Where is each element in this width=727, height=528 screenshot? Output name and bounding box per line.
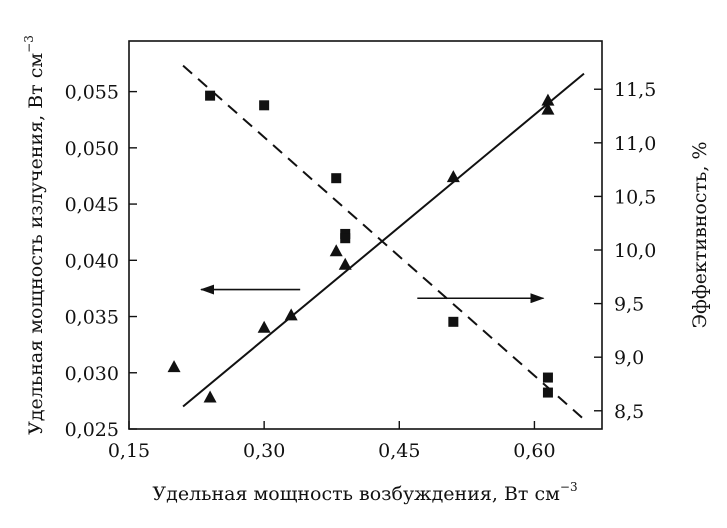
square-marker — [331, 173, 342, 184]
triangle-marker — [284, 308, 298, 321]
y-tick-label: 0,030 — [65, 363, 119, 385]
y-tick-label: 0,050 — [65, 138, 119, 160]
triangle-marker — [446, 170, 460, 183]
y2-tick-label: 8,5 — [614, 401, 644, 423]
axis-arrows — [200, 284, 545, 304]
y2-tick-label: 11,5 — [614, 79, 656, 101]
fit-lines — [182, 64, 585, 421]
y2-axis-title: Эффективность, % — [689, 141, 711, 328]
right-y-axis-ticks: 8,5 9,0 9,5 10,0 10,5 11,0 11,5 — [594, 79, 656, 423]
triangle-marker — [541, 93, 555, 106]
square-marker — [542, 372, 553, 383]
x-axis-ticks: 0,15 0,30 0,45 0,60 — [108, 421, 556, 462]
y2-tick-label: 10,0 — [614, 240, 656, 262]
left-y-axis-ticks: 0,025 0,030 0,035 0,040 0,045 0,050 0,055 — [65, 82, 137, 441]
x-tick-label: 0,30 — [243, 440, 285, 462]
x-axis-title-sup: −3 — [560, 480, 578, 494]
triangle-marker — [541, 102, 555, 115]
y2-tick-label: 10,5 — [614, 186, 656, 208]
y-tick-label: 0,055 — [65, 82, 119, 104]
x-axis-title-text: Удельная мощность возбуждения, Вт см — [152, 483, 560, 505]
x-tick-label: 0,15 — [108, 440, 150, 462]
x-tick-label: 0,60 — [513, 440, 555, 462]
square-marker — [205, 90, 216, 101]
triangle-marker — [167, 360, 181, 373]
data-markers — [167, 90, 555, 403]
y2-tick-label: 11,0 — [614, 133, 656, 155]
y-tick-label: 0,045 — [65, 194, 119, 216]
square-marker — [448, 316, 459, 327]
y-tick-label: 0,040 — [65, 250, 119, 272]
y-axis-title-text: Удельная мощность излучения, Вт см — [25, 53, 47, 435]
square-marker — [340, 233, 351, 244]
triangle-marker — [257, 320, 271, 333]
plot-frame — [128, 40, 603, 430]
y-axis-title: Удельная мощность излучения, Вт см−3 — [22, 35, 47, 435]
square-marker — [542, 387, 553, 398]
x-axis-title: Удельная мощность возбуждения, Вт см−3 — [152, 480, 577, 505]
square-marker — [259, 100, 270, 111]
x-tick-label: 0,45 — [378, 440, 420, 462]
triangle-marker — [338, 257, 352, 270]
y2-tick-label: 9,0 — [614, 347, 644, 369]
y2-tick-label: 9,5 — [614, 294, 644, 316]
y-tick-label: 0,035 — [65, 307, 119, 329]
y-axis-title-sup: −3 — [22, 35, 36, 53]
efficiency-fit-line — [182, 64, 585, 421]
triangle-marker — [203, 390, 217, 403]
triangle-marker — [329, 244, 343, 257]
y-tick-label: 0,025 — [65, 419, 119, 441]
power-fit-line — [182, 72, 585, 408]
